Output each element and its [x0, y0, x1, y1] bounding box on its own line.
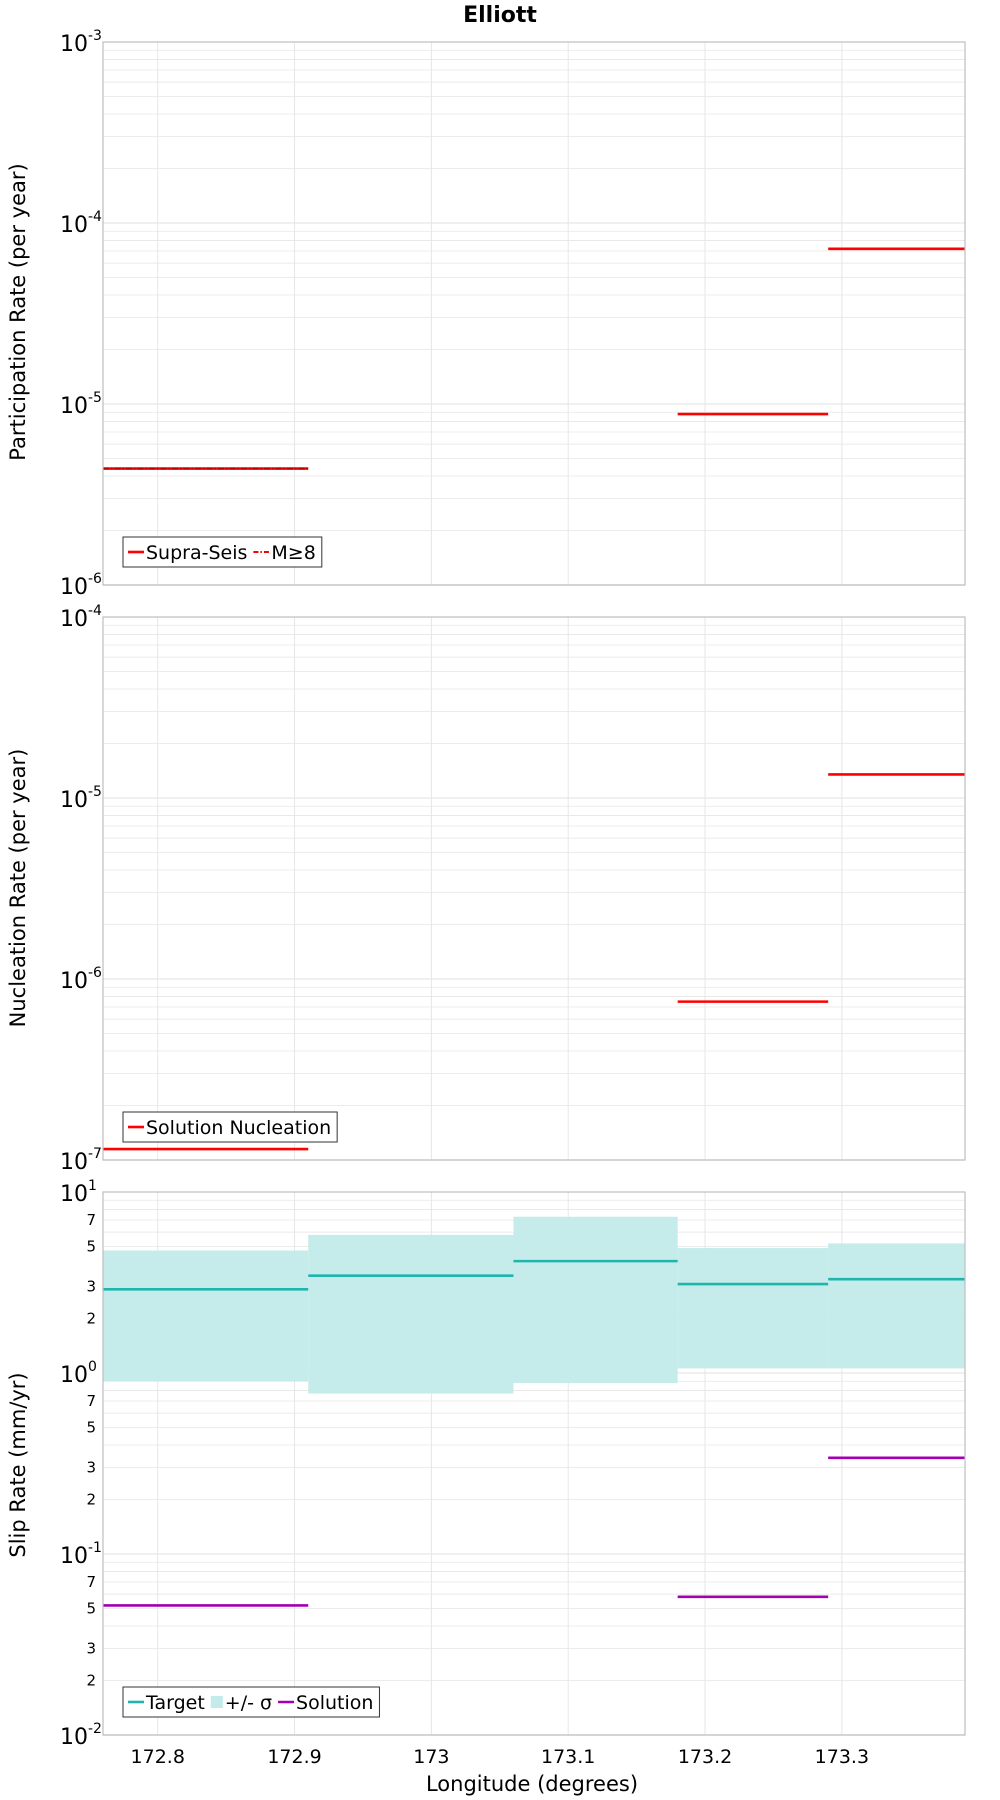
y-tick-base: 10: [60, 969, 88, 994]
y-tick-exponent: -5: [88, 784, 102, 800]
y-tick-label: 100: [60, 1359, 97, 1388]
y-tick-base: 10: [60, 213, 88, 238]
y-tick-exponent: -6: [88, 965, 102, 981]
y-tick-exponent: -3: [88, 28, 102, 44]
plot-marks: [103, 1216, 965, 1607]
y-tick-base: 10: [60, 1150, 88, 1175]
legend-label: Solution Nucleation: [146, 1117, 331, 1139]
y-minor-tick-label: 5: [86, 1599, 96, 1617]
x-tick-label: 173: [413, 1746, 449, 1768]
y-tick-exponent: -7: [88, 1146, 102, 1162]
sigma-band-segment: [513, 1216, 678, 1384]
plot-frame: [102, 616, 966, 1161]
y-axis-label-slip: Slip Rate (mm/yr): [6, 1372, 30, 1557]
plot-marks: [103, 773, 965, 1151]
y-tick-base: 10: [60, 32, 88, 57]
y-tick-exponent: 0: [88, 1359, 97, 1375]
y-tick-exponent: -1: [88, 1540, 102, 1556]
x-tick-label: 172.9: [267, 1746, 321, 1768]
y-tick-base: 10: [60, 394, 88, 419]
y-tick-label: 10-4: [60, 209, 102, 238]
legend-label: Supra-Seis: [146, 542, 247, 564]
y-tick-label: 10-7: [60, 1146, 102, 1175]
y-minor-tick-label: 5: [86, 1418, 96, 1436]
y-tick-exponent: -2: [88, 1721, 102, 1737]
y-tick-label: 10-5: [60, 390, 102, 419]
y-tick-exponent: -4: [88, 603, 102, 619]
y-minor-tick-label: 7: [86, 1573, 96, 1591]
y-tick-label: 10-4: [60, 603, 102, 632]
sigma-band-segment: [103, 1250, 309, 1382]
y-axis-label-nucleation: Nucleation Rate (per year): [6, 749, 30, 1028]
y-minor-tick-label: 3: [86, 1459, 96, 1477]
y-tick-label: 10-6: [60, 965, 102, 994]
y-tick-base: 10: [60, 607, 88, 632]
gridlines: [103, 42, 965, 586]
plot-area: [103, 617, 965, 1160]
gridlines: [103, 617, 965, 1161]
x-tick-label: 173.1: [541, 1746, 595, 1768]
y-minor-tick-label: 2: [86, 1672, 96, 1690]
legend-box: [122, 1686, 380, 1718]
plot-area: [103, 42, 965, 585]
y-tick-exponent: -5: [88, 390, 102, 406]
legend: Supra-Seis M≥8: [122, 536, 323, 568]
y-tick-base: 10: [60, 1725, 88, 1750]
y-minor-tick-label: 3: [86, 1278, 96, 1296]
legend-label: M≥8: [271, 542, 315, 564]
plot-frame: [102, 41, 966, 586]
legend-box: [122, 1111, 338, 1143]
y-minor-tick-label: 3: [86, 1640, 96, 1658]
x-tick-label: 172.8: [131, 1746, 185, 1768]
legend-label: Target: [145, 1692, 205, 1714]
figure-title: Elliott: [463, 3, 537, 28]
legend-label: Solution: [296, 1692, 373, 1714]
y-tick-base: 10: [60, 1363, 88, 1388]
participation-rate-panel: Participation Rate (per year) 10-610-510…: [6, 28, 966, 600]
y-minor-tick-label: 2: [86, 1491, 96, 1509]
y-minor-tick-label: 2: [86, 1310, 96, 1328]
x-axis-label: Longitude (degrees): [426, 1772, 638, 1796]
legend: Target +/- σ Solution: [122, 1686, 380, 1718]
nucleation-rate-panel: Nucleation Rate (per year) 10-710-610-51…: [6, 603, 966, 1175]
sigma-band-segment: [828, 1243, 965, 1369]
y-tick-label: 101: [60, 1178, 97, 1207]
y-tick-base: 10: [60, 1544, 88, 1569]
y-tick-base: 10: [60, 788, 88, 813]
y-minor-tick-label: 5: [86, 1237, 96, 1255]
y-tick-label: 10-5: [60, 784, 102, 813]
y-minor-tick-label: 7: [86, 1211, 96, 1229]
y-tick-label: 10-3: [60, 28, 102, 57]
y-tick-exponent: -4: [88, 209, 102, 225]
y-tick-label: 10-2: [60, 1721, 102, 1750]
x-tick-label: 173.2: [678, 1746, 732, 1768]
sigma-band-segment: [308, 1234, 514, 1394]
slip-rate-panel: Slip Rate (mm/yr) Longitude (degrees) 10…: [6, 1178, 966, 1796]
y-minor-tick-label: 7: [86, 1392, 96, 1410]
y-tick-base: 10: [60, 1182, 88, 1207]
legend-box: [122, 536, 323, 568]
x-tick-label: 173.3: [815, 1746, 869, 1768]
y-tick-base: 10: [60, 575, 88, 600]
plot-frame: [102, 1191, 966, 1736]
y-tick-exponent: 1: [88, 1178, 97, 1194]
sigma-band-segment: [677, 1248, 829, 1369]
y-tick-exponent: -6: [88, 571, 102, 587]
y-tick-label: 10-1: [60, 1540, 102, 1569]
y-tick-label: 10-6: [60, 571, 102, 600]
legend-swatch-band: [210, 1696, 223, 1708]
plot-marks: [103, 247, 965, 470]
legend: Solution Nucleation: [122, 1111, 338, 1143]
legend-label: +/- σ: [225, 1692, 272, 1714]
y-axis-label-participation: Participation Rate (per year): [6, 163, 30, 460]
